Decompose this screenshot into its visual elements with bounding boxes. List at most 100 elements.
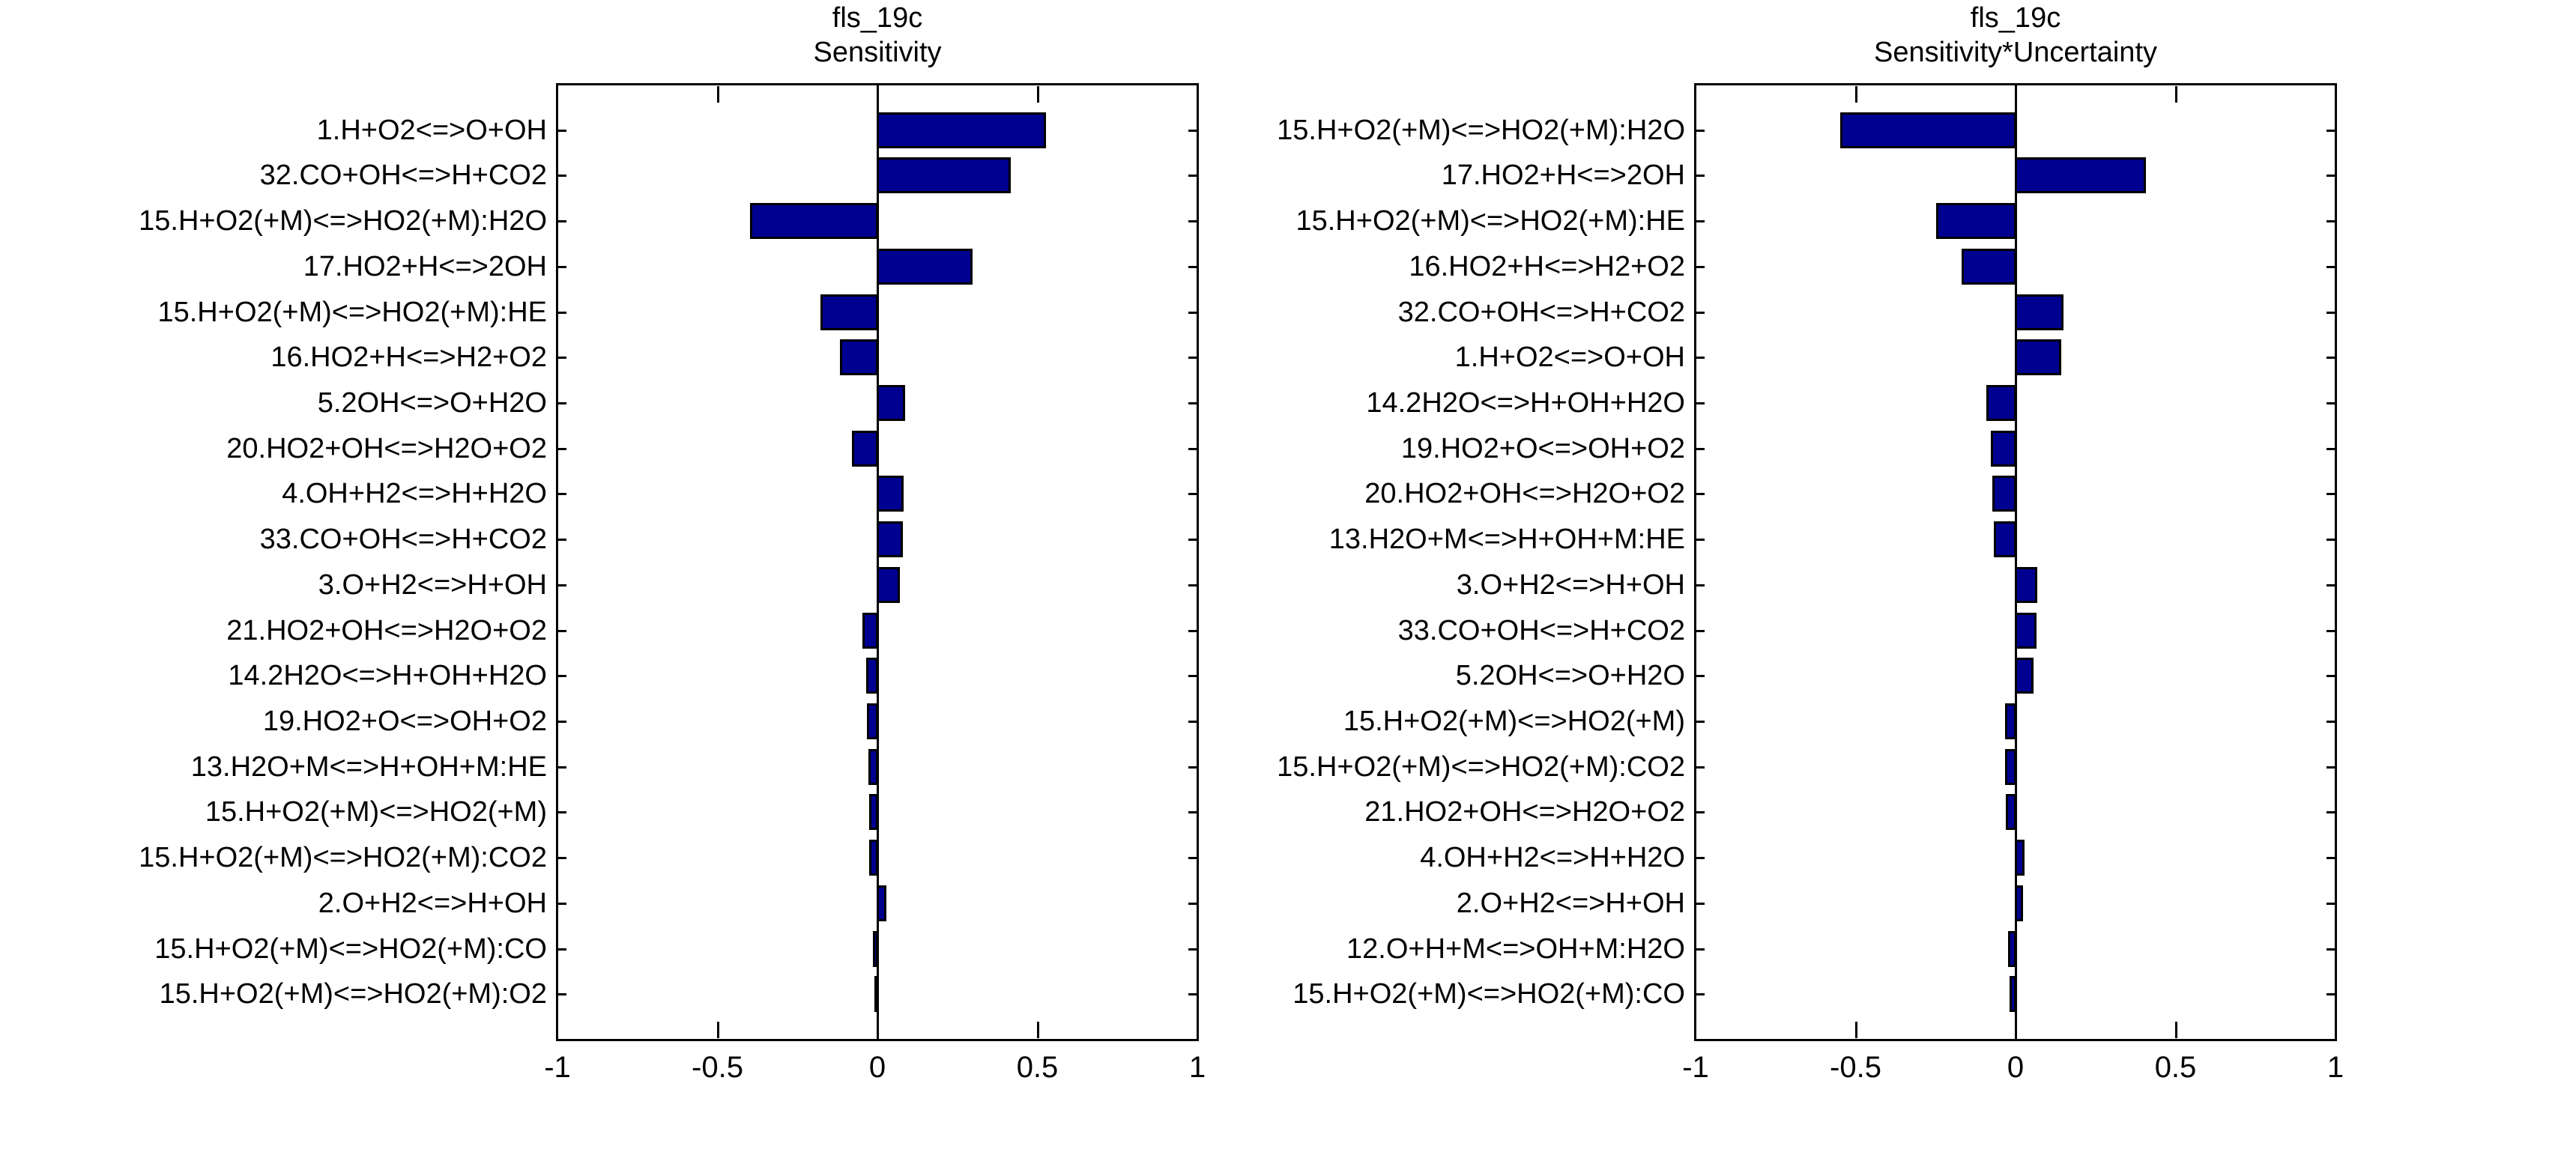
category-label: 33.CO+OH<=>H+CO2 [259,524,547,556]
category-label: 15.H+O2(+M)<=>HO2(+M):CO [1292,978,1685,1010]
category-label: 13.H2O+M<=>H+OH+M:HE [190,751,547,783]
category-label: 15.H+O2(+M)<=>HO2(+M) [1343,706,1685,737]
zero-line [877,85,879,1040]
bar [2015,294,2063,330]
y-tick [1696,993,1705,996]
category-label: 15.H+O2(+M)<=>HO2(+M):CO [154,933,547,965]
y-tick [1188,402,1197,404]
y-tick [1188,857,1197,860]
category-label: 20.HO2+OH<=>H2O+O2 [226,432,547,464]
y-tick [1188,539,1197,542]
y-tick [2326,584,2335,586]
y-tick [1696,857,1705,860]
category-label: 15.H+O2(+M)<=>HO2(+M):CO2 [1277,751,1685,783]
y-tick [557,993,566,996]
y-tick [557,357,566,360]
category-label: 15.H+O2(+M)<=>HO2(+M):CO2 [139,842,547,874]
category-label: 20.HO2+OH<=>H2O+O2 [1364,478,1685,510]
category-label: 5.2OH<=>O+H2O [317,387,547,419]
x-tick [877,1022,879,1038]
y-tick [557,311,566,314]
y-tick [2326,629,2335,632]
y-tick [557,265,566,268]
x-tick-label: -0.5 [1830,1051,1881,1084]
y-tick [557,675,566,678]
bar [2015,885,2024,921]
x-tick [1854,1022,1857,1038]
category-label: 15.H+O2(+M)<=>HO2(+M):O2 [159,978,547,1010]
y-tick [1696,357,1705,360]
bar [2015,566,2037,603]
y-tick [1696,766,1705,769]
y-tick [557,175,566,178]
x-tick [716,1022,719,1038]
x-tick [1854,86,1857,103]
x-tick-label: 0.5 [1016,1051,1059,1084]
bar [839,339,878,376]
category-label: 32.CO+OH<=>H+CO2 [259,160,547,192]
category-label: 32.CO+OH<=>H+CO2 [1397,296,1685,328]
category-label: 2.O+H2<=>H+OH [1456,887,1685,919]
x-tick-label: -0.5 [692,1051,743,1084]
bar [1840,112,2016,148]
y-tick [557,539,566,542]
bar [1993,521,2016,558]
y-tick [557,129,566,132]
bar [851,430,878,467]
y-tick [557,220,566,223]
category-label: 16.HO2+H<=>H2+O2 [1409,250,1685,282]
right-chart-title: fls_19c [1970,2,2061,34]
bar [1990,430,2016,467]
x-tick [2015,86,2017,103]
category-label: 14.2H2O<=>H+OH+H2O [228,660,547,692]
category-label: 12.O+H+M<=>OH+M:H2O [1346,933,1685,965]
bar [2015,157,2147,194]
category-label: 21.HO2+OH<=>H2O+O2 [1364,796,1685,828]
y-tick [1696,175,1705,178]
x-tick-label: -1 [544,1051,571,1084]
zero-line [2015,85,2017,1040]
y-tick [557,447,566,450]
category-label: 15.H+O2(+M)<=>HO2(+M):HE [157,296,547,328]
bar [865,658,878,694]
bar [874,976,879,1013]
category-label: 5.2OH<=>O+H2O [1455,660,1685,692]
bar [1986,385,2016,421]
bar [2015,612,2037,649]
category-label: 1.H+O2<=>O+OH [316,114,547,146]
bar [873,930,878,967]
category-label: 3.O+H2<=>H+OH [318,569,547,601]
y-tick [1188,311,1197,314]
category-label: 4.OH+H2<=>H+H2O [1420,842,1685,874]
y-tick [1188,948,1197,951]
bar [2005,748,2016,785]
category-label: 15.H+O2(+M)<=>HO2(+M):H2O [1277,114,1685,146]
y-tick [2326,447,2335,450]
category-label: 21.HO2+OH<=>H2O+O2 [226,614,547,646]
bar [2006,794,2016,831]
bar [2015,658,2034,694]
left-chart-title: fls_19c [832,2,923,34]
bar [877,248,973,285]
category-label: 3.O+H2<=>H+OH [1456,569,1685,601]
y-tick [557,721,566,723]
y-tick [1188,493,1197,496]
bar [2015,339,2061,376]
y-tick [2326,220,2335,223]
y-tick [1188,675,1197,678]
bar [862,612,878,649]
x-tick-label: 0 [868,1051,886,1084]
bar [877,157,1012,194]
bar [877,112,1047,148]
y-tick [1188,584,1197,586]
y-tick [557,629,566,632]
y-tick [2326,539,2335,542]
category-label: 17.HO2+H<=>2OH [303,250,547,282]
bar [750,203,878,240]
category-label: 19.HO2+O<=>OH+O2 [262,706,547,737]
y-tick [557,402,566,404]
y-tick [557,766,566,769]
x-tick [2015,1022,2017,1038]
bar [877,385,905,421]
